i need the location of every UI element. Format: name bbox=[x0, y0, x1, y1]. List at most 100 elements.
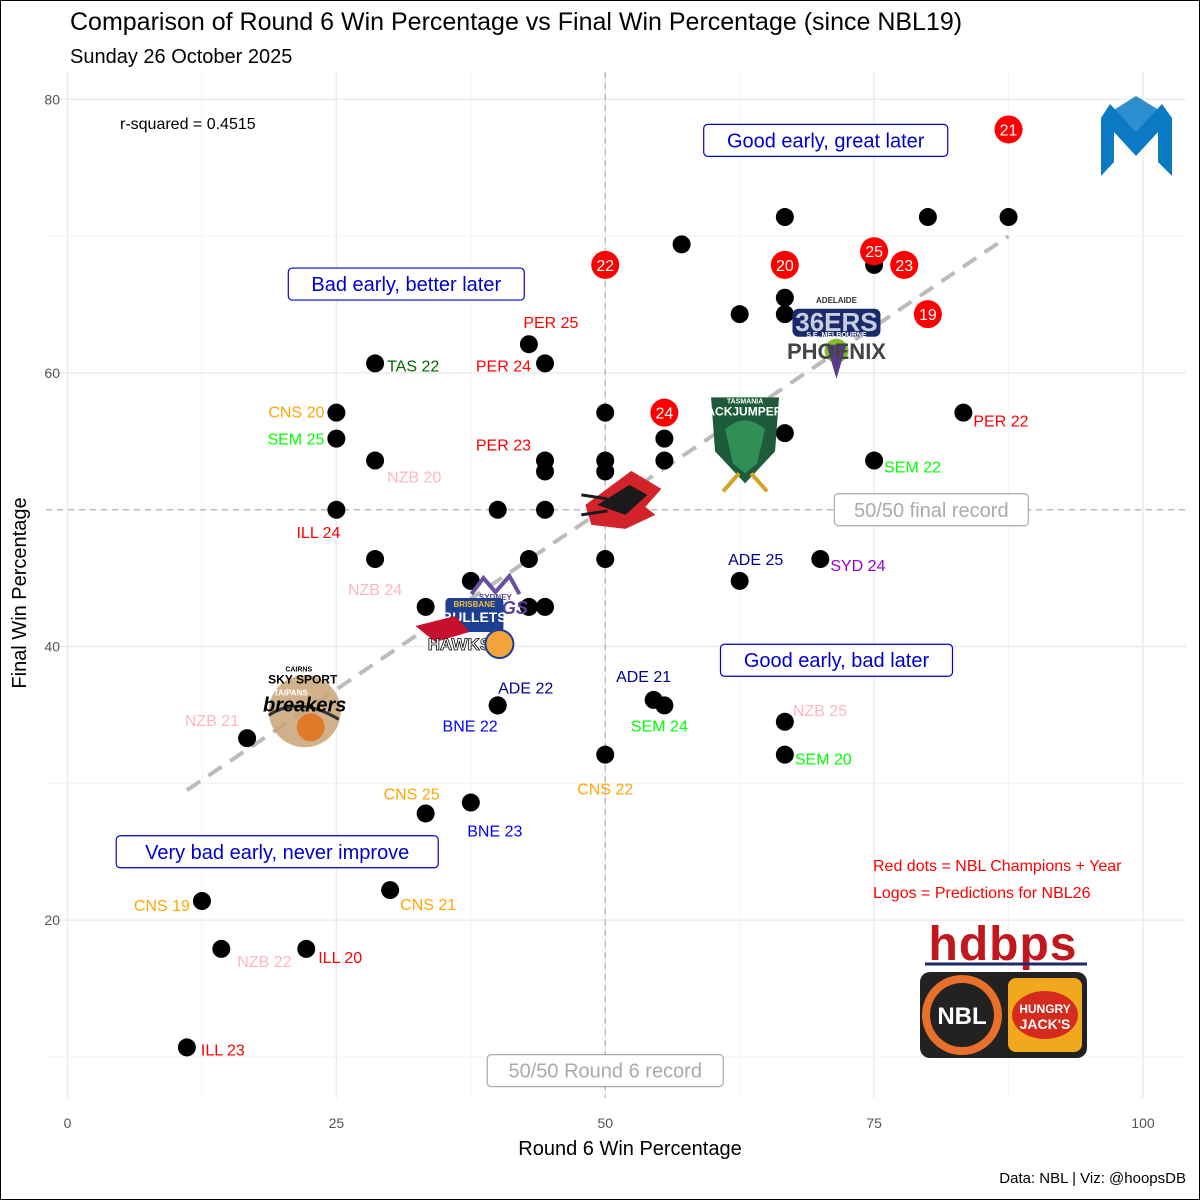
axes: 0 25 50 75 100 20 40 60 80 Round 6 Win Percentage… bbox=[9, 91, 1155, 1160]
x-tick-label: 50 bbox=[597, 1115, 613, 1131]
data-point bbox=[775, 208, 794, 227]
data-point bbox=[381, 881, 400, 900]
logo-text: TAIPANS bbox=[274, 688, 309, 697]
point-label: CNS 25 bbox=[384, 786, 440, 803]
logo-text: 36ERS bbox=[795, 307, 877, 337]
reference-label-y: 50/50 final record bbox=[854, 500, 1009, 522]
logo-shape bbox=[581, 493, 608, 517]
x-axis-title: Round 6 Win Percentage bbox=[518, 1138, 741, 1160]
data-point bbox=[655, 451, 674, 470]
champion-marker bbox=[913, 300, 942, 329]
data-point bbox=[327, 500, 346, 519]
champion-year: 19 bbox=[919, 307, 937, 324]
data-point bbox=[461, 793, 480, 812]
quadrant-label: Very bad early, never improve bbox=[145, 842, 409, 864]
chart-title: Comparison of Round 6 Win Percentage vs … bbox=[70, 8, 963, 36]
hdbps-logo: hdbps bbox=[929, 918, 1078, 971]
logo-shape bbox=[267, 704, 340, 721]
logo-text: CAIRNS bbox=[285, 666, 312, 673]
x-tick-label: 0 bbox=[64, 1115, 72, 1131]
data-point bbox=[327, 403, 346, 422]
point-label: PER 25 bbox=[523, 315, 578, 332]
logo-shape bbox=[792, 308, 881, 337]
champion-marker bbox=[591, 250, 620, 279]
point-label: NZB 22 bbox=[237, 954, 291, 971]
champion-year: 20 bbox=[776, 258, 794, 275]
data-point bbox=[811, 550, 830, 569]
logo-text: BRISBANE bbox=[454, 600, 496, 609]
r-squared-label: r-squared = 0.4515 bbox=[120, 116, 256, 133]
point-label: BNE 23 bbox=[467, 824, 522, 841]
point-label: SEM 22 bbox=[884, 460, 941, 477]
point-label: TAS 22 bbox=[387, 358, 439, 375]
champion-markers: 21 22 20 25 23 19 24 bbox=[591, 115, 1023, 427]
data-point bbox=[327, 429, 346, 448]
reference-label-box bbox=[486, 1054, 724, 1088]
champion-marker bbox=[770, 250, 799, 279]
quadrant-label: Good early, great later bbox=[727, 130, 925, 152]
point-label: ADE 21 bbox=[616, 669, 671, 686]
data-point bbox=[730, 571, 749, 590]
point-label: PER 23 bbox=[476, 438, 531, 455]
y-tick-label: 20 bbox=[44, 912, 60, 928]
data-point bbox=[655, 696, 674, 715]
data-point bbox=[536, 597, 555, 616]
data-point bbox=[297, 939, 316, 958]
data-point bbox=[366, 451, 385, 470]
nbl-ball-icon bbox=[930, 983, 994, 1047]
champion-year: 22 bbox=[596, 258, 614, 275]
data-point bbox=[672, 235, 691, 254]
point-label: ILL 23 bbox=[201, 1042, 245, 1059]
point-label: NZB 25 bbox=[793, 703, 847, 720]
champion-year: 21 bbox=[1000, 122, 1018, 139]
champion-marker bbox=[994, 115, 1023, 144]
nbl-logo-text: NBL bbox=[937, 1003, 986, 1030]
point-label: NZB 20 bbox=[387, 470, 441, 487]
data-point bbox=[596, 451, 615, 470]
legend-note: Logos = Predictions for NBL26 bbox=[873, 885, 1091, 902]
point-label: NZB 21 bbox=[185, 713, 239, 730]
data-point bbox=[596, 745, 615, 764]
point-label: CNS 19 bbox=[134, 898, 190, 915]
data-point bbox=[366, 354, 385, 373]
data-point bbox=[488, 500, 507, 519]
y-tick-label: 60 bbox=[44, 365, 60, 381]
data-point bbox=[954, 403, 973, 422]
logo-shape bbox=[415, 616, 470, 643]
logo-shape bbox=[725, 420, 766, 474]
quadrant-label: Bad early, better later bbox=[311, 274, 501, 296]
reference-label-x: 50/50 Round 6 record bbox=[509, 1061, 702, 1083]
x-tick-label: 75 bbox=[866, 1115, 882, 1131]
point-label: ILL 24 bbox=[296, 525, 340, 542]
point-label: PER 24 bbox=[476, 358, 531, 375]
logo-text: SYDNEY bbox=[479, 593, 513, 602]
logo-shape bbox=[597, 484, 648, 515]
point-label: SEM 24 bbox=[631, 718, 688, 735]
y-tick-label: 80 bbox=[44, 91, 60, 107]
point-labels: ILL 23 CNS 19 NZB 22 ILL 20 NZB 21 CNS 21 CNS … bbox=[134, 315, 1029, 1059]
hungry-jacks-text: JACK'S bbox=[1020, 1016, 1071, 1032]
hungry-jacks-bun bbox=[1012, 991, 1078, 1039]
data-point bbox=[918, 208, 937, 227]
reference-label-box bbox=[833, 493, 1029, 527]
logo-text: ADELAIDE bbox=[816, 296, 858, 305]
logo-shape bbox=[484, 629, 515, 660]
data-point bbox=[596, 403, 615, 422]
data-point bbox=[192, 892, 211, 911]
logo-text: HAWKS bbox=[428, 635, 491, 654]
x-tick-label: 100 bbox=[1131, 1115, 1155, 1131]
data-point bbox=[416, 597, 435, 616]
point-label: ADE 22 bbox=[498, 680, 553, 697]
champion-year: 25 bbox=[865, 244, 883, 261]
hungry-jacks-text: HUNGRY bbox=[1019, 1002, 1071, 1016]
data-point bbox=[519, 335, 538, 354]
data-point bbox=[461, 571, 480, 590]
data-point bbox=[536, 500, 555, 519]
data-point bbox=[366, 550, 385, 569]
chart-subtitle: Sunday 26 October 2025 bbox=[70, 46, 293, 68]
data-point bbox=[999, 208, 1018, 227]
quadrant-label-box bbox=[287, 267, 525, 301]
data-point bbox=[775, 424, 794, 443]
